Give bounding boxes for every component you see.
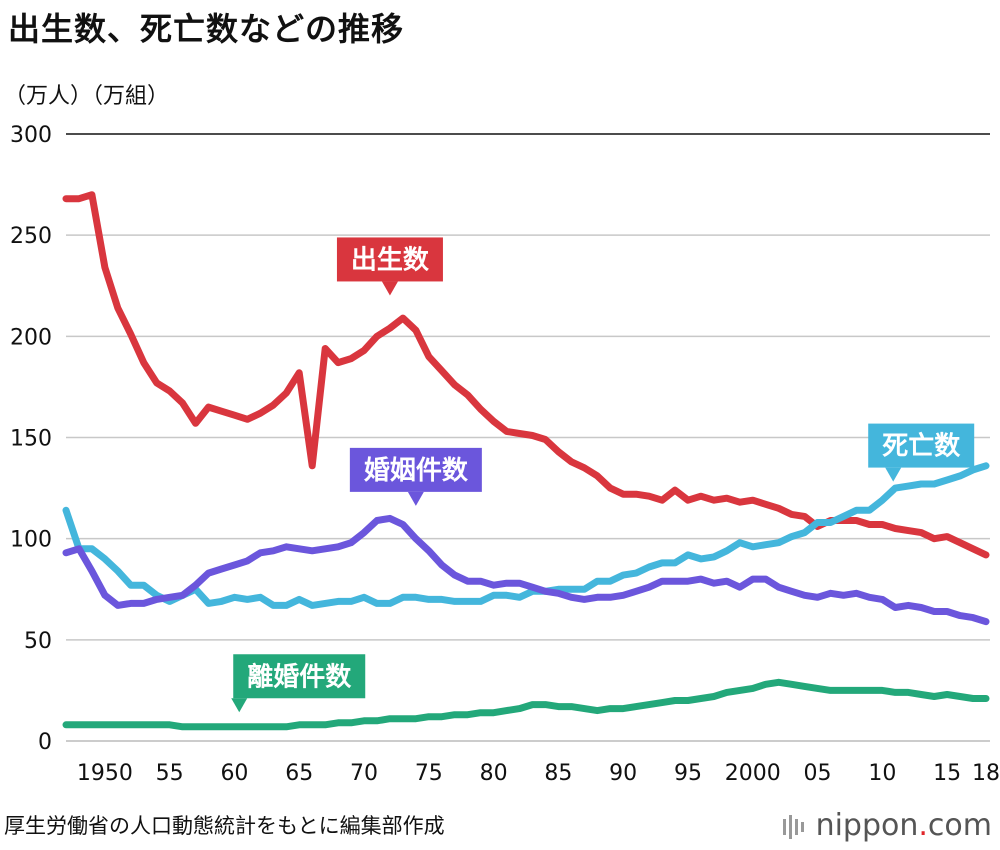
brand-name: nippon <box>815 808 919 843</box>
x-tick-label: 85 <box>544 761 572 786</box>
x-tick-label: 80 <box>480 761 508 786</box>
series-label-text: 出生数 <box>351 245 430 275</box>
x-tick-label: 10 <box>868 761 896 786</box>
series-label-box <box>233 654 366 699</box>
series-label-2: 婚姻件数 <box>349 447 482 506</box>
series-label-pointer <box>407 491 424 506</box>
y-tick-label: 250 <box>10 224 52 249</box>
series-label-box <box>868 423 975 468</box>
y-tick-label: 0 <box>38 730 52 755</box>
series-label-text: 死亡数 <box>882 431 961 462</box>
series-line-0 <box>62 191 990 559</box>
series-label-pointer <box>231 698 248 713</box>
x-tick-label: 70 <box>350 761 378 786</box>
y-tick-label: 200 <box>10 325 52 350</box>
brand-dot: . <box>918 808 928 843</box>
source-note: 厚生労働省の人口動態統計をもとに編集部作成 <box>4 814 445 838</box>
series-line-2 <box>62 514 990 626</box>
series-line-3 <box>62 678 990 731</box>
series-label-pointer <box>885 467 902 482</box>
brand-suffix: com <box>927 808 992 843</box>
x-tick-label: 90 <box>609 761 637 786</box>
series-label-pointer <box>381 281 398 296</box>
series-label-box <box>336 237 443 282</box>
brand-bars-icon <box>782 814 804 839</box>
x-tick-label: 05 <box>804 761 832 786</box>
x-tick-label: 1950 <box>77 761 133 786</box>
x-tick-label: 95 <box>674 761 702 786</box>
y-tick-label: 150 <box>10 427 52 452</box>
series-label-0: 出生数 <box>336 237 443 296</box>
x-tick-label: 18 <box>972 761 1000 786</box>
y-tick-label: 300 <box>10 123 52 148</box>
series-label-box <box>349 447 482 492</box>
chart-title: 出生数、死亡数などの推移 <box>8 10 405 48</box>
x-tick-label: 2000 <box>725 761 781 786</box>
y-axis-unit-label: （万人）（万組） <box>4 84 170 109</box>
series-label-3: 離婚件数 <box>231 654 366 713</box>
brand-logo: nippon.com <box>782 808 992 843</box>
x-tick-label: 60 <box>220 761 248 786</box>
series-label-text: 離婚件数 <box>247 661 352 692</box>
series-label-text: 婚姻件数 <box>364 456 469 486</box>
x-tick-label: 15 <box>933 761 961 786</box>
x-tick-label: 75 <box>415 761 443 786</box>
x-tick-label: 65 <box>285 761 313 786</box>
x-tick-label: 55 <box>156 761 184 786</box>
series-label-1: 死亡数 <box>868 423 975 482</box>
y-tick-label: 50 <box>24 629 52 654</box>
y-tick-label: 100 <box>10 528 52 553</box>
series-line-1 <box>62 462 990 609</box>
